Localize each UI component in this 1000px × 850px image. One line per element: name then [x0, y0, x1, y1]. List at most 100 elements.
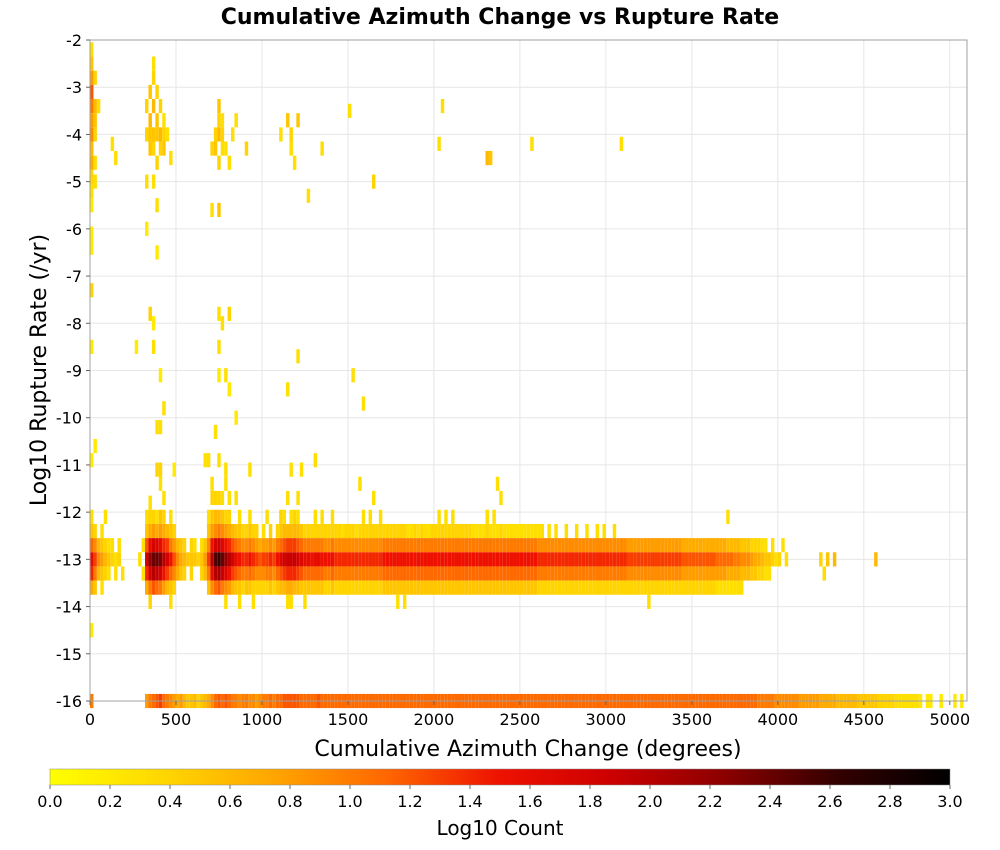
heatmap-cell [217, 339, 221, 354]
heatmap-cell [93, 552, 97, 567]
heatmap-cell [151, 523, 156, 539]
heatmap-cell [485, 150, 489, 166]
heatmap-cell [372, 523, 376, 539]
heatmap-cell [743, 552, 747, 567]
heatmap-cell [114, 566, 118, 581]
heatmap-cell [719, 538, 723, 553]
heatmap-cell [299, 580, 304, 595]
heatmap-cell [272, 580, 276, 595]
heatmap-cell [433, 538, 438, 553]
heatmap-cell [224, 538, 228, 553]
heatmap-cell [375, 566, 379, 581]
heatmap-cell [571, 552, 575, 567]
heatmap-cell [650, 580, 655, 595]
heatmap-cell [571, 580, 575, 595]
x-tick-label: 1500 [328, 710, 369, 729]
heatmap-cell [488, 566, 493, 581]
heatmap-cell [258, 538, 262, 553]
heatmap-cell [543, 538, 548, 553]
heatmap-cell [561, 538, 565, 553]
heatmap-cell [495, 580, 500, 595]
heatmap-cell [623, 538, 627, 553]
heatmap-cell [279, 523, 283, 539]
heatmap-cell [547, 566, 551, 581]
heatmap-cell [660, 552, 665, 567]
heatmap-cell [151, 538, 156, 553]
heatmap-cell [337, 523, 342, 539]
heatmap-cell [640, 580, 644, 595]
heatmap-cell [234, 566, 238, 581]
x-tick-label: 2000 [414, 710, 455, 729]
heatmap-cell [213, 538, 218, 553]
heatmap-cell [268, 523, 273, 539]
heatmap-cell [231, 127, 235, 142]
heatmap-cell [354, 523, 359, 539]
heatmap-cell [605, 566, 610, 581]
heatmap-cell [513, 566, 517, 581]
heatmap-cell [602, 523, 606, 539]
heatmap-cell [358, 552, 362, 567]
heatmap-cell [217, 580, 221, 595]
heatmap-cell [227, 566, 232, 581]
heatmap-cell [320, 552, 324, 567]
heatmap-cell [241, 580, 245, 595]
heatmap-cell [169, 538, 173, 553]
heatmap-cell [385, 566, 390, 581]
heatmap-cell [561, 566, 565, 581]
heatmap-cell [495, 538, 500, 553]
heatmap-cell [255, 523, 259, 539]
heatmap-cell [722, 580, 727, 595]
heatmap-cell [554, 566, 558, 581]
heatmap-cell [244, 566, 249, 581]
heatmap-cell [231, 538, 235, 553]
heatmap-cell [654, 552, 658, 567]
heatmap-cell [488, 150, 493, 166]
heatmap-cell [158, 580, 163, 595]
heatmap-cell [272, 566, 276, 581]
heatmap-cell [234, 490, 238, 506]
heatmap-cell [323, 566, 328, 581]
heatmap-cell [389, 566, 393, 581]
heatmap-cell [296, 349, 300, 364]
heatmap-cell [674, 538, 679, 553]
heatmap-cell [217, 127, 221, 142]
heatmap-cell [213, 141, 218, 156]
heatmap-cell [169, 150, 173, 166]
heatmap-cell [695, 552, 699, 567]
heatmap-cell [361, 396, 366, 411]
heatmap-cell [213, 566, 218, 581]
heatmap-cell [347, 566, 352, 581]
heatmap-cell [502, 566, 507, 581]
heatmap-cell [196, 552, 201, 567]
heatmap-cell [612, 523, 617, 539]
heatmap-cell [581, 538, 586, 553]
heatmap-cell [437, 566, 441, 581]
heatmap-cell [289, 566, 293, 581]
heatmap-cell [275, 552, 280, 567]
heatmap-cell [444, 566, 448, 581]
heatmap-cell [351, 566, 355, 581]
heatmap-cell [406, 580, 410, 595]
heatmap-cell [389, 580, 393, 595]
heatmap-cell [241, 552, 245, 567]
heatmap-cell [292, 538, 297, 553]
heatmap-cell [330, 538, 335, 553]
heatmap-cell [385, 580, 390, 595]
heatmap-cell [330, 509, 335, 524]
heatmap-cell [774, 552, 778, 567]
heatmap-cell [347, 538, 352, 553]
heatmap-cell [468, 566, 472, 581]
heatmap-cell [402, 594, 407, 609]
heatmap-cell [595, 552, 599, 567]
heatmap-cell [169, 566, 173, 581]
heatmap-cell [220, 509, 225, 524]
heatmap-cell [303, 580, 307, 595]
heatmap-cell [145, 174, 149, 189]
heatmap-cell [633, 566, 637, 581]
heatmap-cell [344, 552, 348, 567]
heatmap-cell [471, 552, 476, 567]
heatmap-cell [320, 538, 324, 553]
heatmap-cell [310, 538, 314, 553]
heatmap-cell [822, 566, 826, 581]
heatmap-cell [402, 552, 407, 567]
